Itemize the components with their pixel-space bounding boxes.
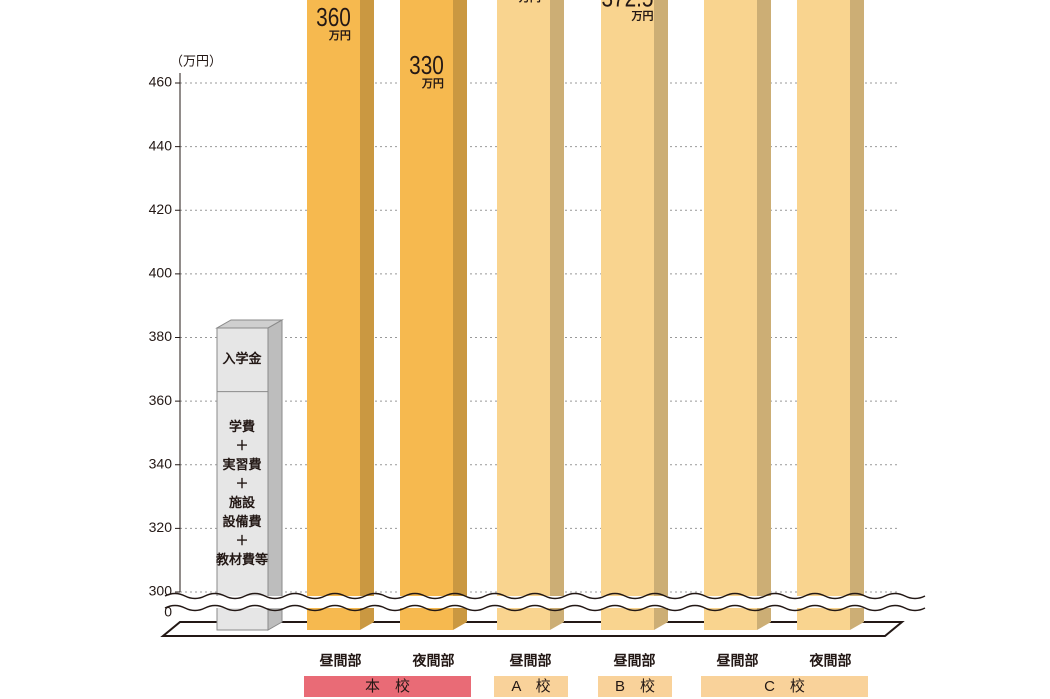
y-tick-label: 400	[149, 265, 173, 281]
y-tick-label: 320	[149, 519, 173, 535]
y-unit-label: （万円）	[170, 53, 222, 68]
bar-segment	[497, 0, 550, 630]
legend-label: 実習費	[222, 457, 261, 472]
value-unit: 万円	[631, 9, 654, 22]
group-label: B 校	[615, 678, 655, 695]
legend-column	[216, 327, 269, 631]
bar-side	[850, 0, 864, 630]
bar-segment	[400, 0, 453, 630]
x-tick-label: 夜間部	[412, 653, 455, 669]
bar-segment	[601, 0, 654, 630]
group-band	[701, 676, 868, 697]
x-tick-label: 昼間部	[717, 653, 759, 669]
group-label: A 校	[511, 678, 550, 695]
y-tick-label: 380	[149, 328, 173, 344]
bar-segment	[797, 0, 850, 630]
legend-label: ＋	[235, 476, 248, 491]
y-tick-label: 440	[149, 137, 173, 153]
legend-label: 設備費	[222, 514, 261, 529]
break-line	[164, 592, 926, 600]
group-label: C 校	[764, 678, 805, 695]
legend-label: ＋	[235, 438, 248, 453]
break-line	[164, 604, 926, 612]
y-tick-label: 420	[149, 201, 173, 217]
bar-side	[757, 0, 771, 630]
bar-side	[453, 0, 467, 630]
break-band	[160, 596, 905, 608]
bar-side	[360, 0, 374, 630]
group-band	[304, 676, 471, 697]
legend-label: 施設	[229, 495, 256, 510]
x-tick-label: 昼間部	[320, 653, 362, 669]
value-unit: 万円	[421, 77, 444, 90]
legend-label: ＋	[235, 533, 248, 548]
y-tick-label: 0	[164, 604, 172, 620]
y-tick-label: 460	[149, 74, 173, 90]
value-unit: 万円	[518, 0, 541, 4]
legend-column-side	[267, 319, 283, 631]
x-tick-label: 昼間部	[510, 653, 552, 669]
y-tick-label: 340	[149, 455, 173, 471]
group-band	[598, 676, 672, 697]
value-label: 372.5	[601, 0, 653, 12]
legend-label: 入学金	[222, 351, 262, 366]
value-label: 360	[316, 3, 351, 32]
group-label: 本 校	[365, 678, 410, 695]
bar-segment	[704, 0, 757, 630]
bar-segment	[307, 0, 360, 630]
value-label: 330	[409, 51, 444, 80]
bar-side	[550, 0, 564, 630]
group-band	[494, 676, 568, 697]
legend-label: 学費	[229, 419, 255, 434]
x-tick-label: 夜間部	[809, 653, 852, 669]
legend-label: 教材費等	[215, 552, 268, 567]
value-unit: 万円	[328, 29, 351, 42]
y-tick-label: 360	[149, 392, 173, 408]
bar-side	[654, 0, 668, 630]
x-tick-label: 昼間部	[614, 653, 656, 669]
legend-column-top	[215, 319, 284, 329]
